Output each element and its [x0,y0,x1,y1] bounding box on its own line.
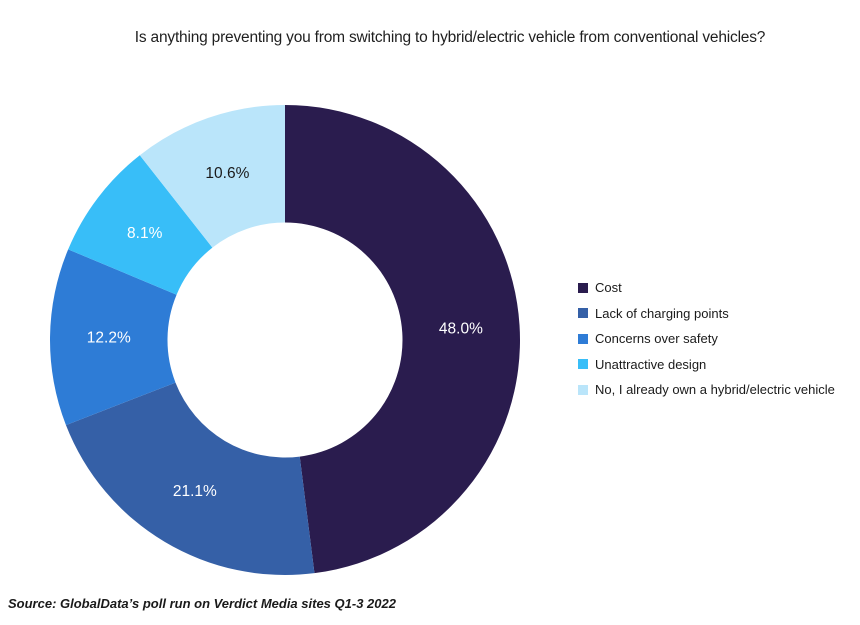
legend-item-cost: Cost [578,280,835,295]
slice-label-cost: 48.0% [439,320,483,337]
legend-label: Cost [595,280,622,295]
slice-label-concerns-over-safety: 12.2% [87,329,131,346]
legend-item-concerns-over-safety: Concerns over safety [578,331,835,346]
legend-swatch-icon [578,359,588,369]
legend-label: Concerns over safety [595,331,718,346]
donut-slice-unattractive-design [68,155,213,295]
legend-swatch-icon [578,282,588,293]
slice-label-no-i-already-own-a-hybrid-electric-vehicle: 10.6% [205,165,249,182]
legend-label: No, I already own a hybrid/electric vehi… [595,382,835,397]
donut-slice-concerns-over-safety [50,249,177,426]
slice-label-lack-of-charging-points: 21.1% [173,483,217,500]
chart-title: Is anything preventing you from switchin… [134,29,766,46]
donut-labels: 48.0% 21.1% 12.2% 8.1% 10.6% [87,165,483,500]
donut-slice-lack-of-charging-points [65,382,315,575]
legend-item-no-i-already-own-a-hybrid-electric-vehicle: No, I already own a hybrid/electric vehi… [578,382,835,397]
legend-item-unattractive-design: Unattractive design [578,357,835,372]
donut-slice-no-i-already-own-a-hybrid-electric-vehicle [139,105,285,248]
legend-swatch-icon [578,384,588,395]
legend-label: Lack of charging points [595,305,729,321]
donut-slices [50,105,521,575]
legend-label: Unattractive design [595,356,707,372]
legend-swatch-icon [578,333,588,344]
legend-item-lack-of-charging-points: Lack of charging points [578,306,835,321]
donut-slice-cost [285,105,521,574]
legend: Cost Lack of charging points Concerns over… [578,280,835,408]
slice-label-unattractive-design: 8.1% [127,225,163,242]
source-note: Source: GlobalData’s poll run on Verdict… [8,596,396,611]
legend-swatch-icon [578,308,588,318]
